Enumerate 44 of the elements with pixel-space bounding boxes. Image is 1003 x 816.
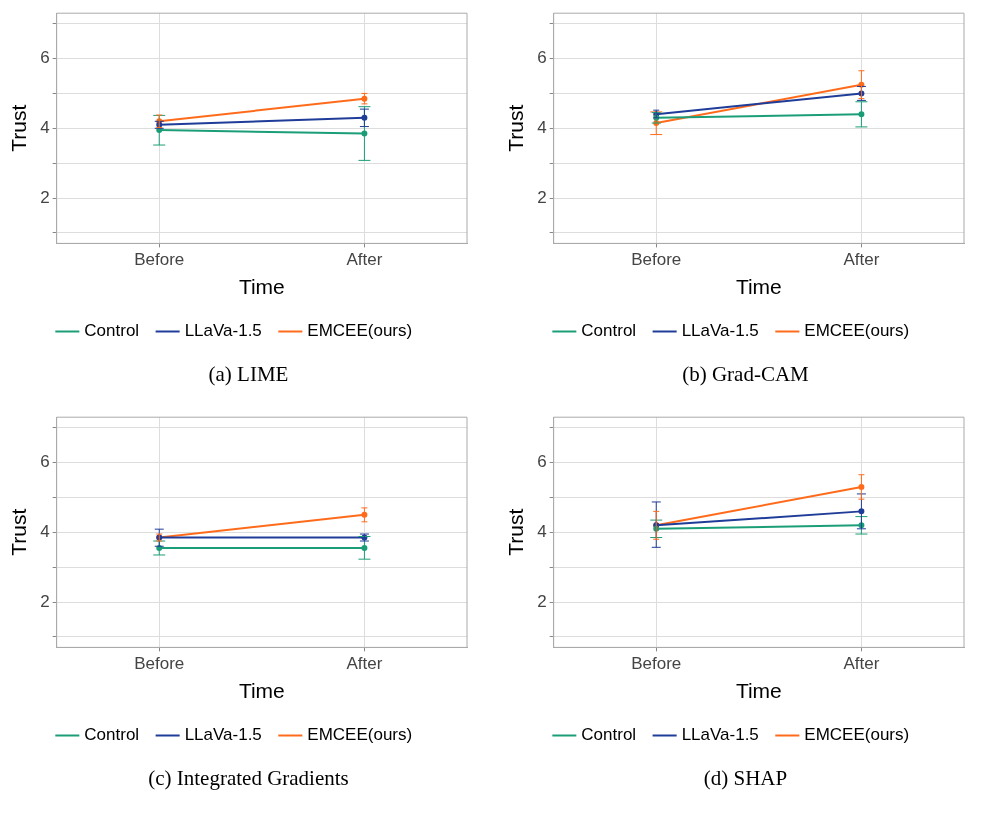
y-tick-label: 2 bbox=[40, 187, 50, 207]
x-tick-label: Before bbox=[631, 654, 682, 674]
x-axis-title: Time bbox=[238, 275, 285, 299]
legend-label: EMCEE(ours) bbox=[307, 321, 413, 341]
text: (a) LIME bbox=[207, 362, 290, 387]
legend-label: LLaVa-1.5 bbox=[681, 321, 759, 341]
y-tick-label: 4 bbox=[40, 117, 50, 137]
y-tick-label: 6 bbox=[40, 48, 50, 68]
text: (d) SHAP bbox=[702, 766, 789, 791]
legend-label: EMCEE(ours) bbox=[307, 725, 413, 745]
text: (c) Integrated Gradients bbox=[147, 766, 350, 791]
y-tick-label: 2 bbox=[537, 591, 547, 611]
x-tick-label: After bbox=[346, 250, 383, 270]
legend-label: LLaVa-1.5 bbox=[681, 725, 759, 745]
x-axis-title: Time bbox=[735, 275, 782, 299]
y-tick-label: 2 bbox=[537, 187, 547, 207]
y-axis-title: Trust bbox=[504, 508, 528, 556]
legend-label: Control bbox=[84, 321, 140, 341]
y-tick-label: 2 bbox=[40, 591, 50, 611]
y-tick-label: 6 bbox=[40, 452, 50, 472]
y-tick-label: 6 bbox=[537, 48, 547, 68]
legend-label: EMCEE(ours) bbox=[804, 321, 910, 341]
x-axis-title: Time bbox=[238, 679, 285, 703]
x-tick-label: After bbox=[843, 654, 880, 674]
y-tick-label: 6 bbox=[537, 452, 547, 472]
legend-label: EMCEE(ours) bbox=[804, 725, 910, 745]
y-tick-label: 4 bbox=[537, 117, 547, 137]
y-tick-label: 4 bbox=[40, 521, 50, 541]
y-tick-label: 4 bbox=[537, 521, 547, 541]
y-axis-title: Trust bbox=[504, 104, 528, 152]
legend-label: LLaVa-1.5 bbox=[184, 321, 262, 341]
x-tick-label: Before bbox=[134, 654, 185, 674]
y-axis-title: Trust bbox=[7, 508, 31, 556]
y-axis-title: Trust bbox=[7, 104, 31, 152]
legend-label: Control bbox=[581, 725, 637, 745]
legend-label: Control bbox=[581, 321, 637, 341]
x-tick-label: Before bbox=[631, 250, 682, 270]
x-tick-label: Before bbox=[134, 250, 185, 270]
x-axis-title: Time bbox=[735, 679, 782, 703]
x-tick-label: After bbox=[843, 250, 880, 270]
legend-label: LLaVa-1.5 bbox=[184, 725, 262, 745]
text: (b) Grad-CAM bbox=[681, 362, 810, 387]
x-tick-label: After bbox=[346, 654, 383, 674]
legend-label: Control bbox=[84, 725, 140, 745]
